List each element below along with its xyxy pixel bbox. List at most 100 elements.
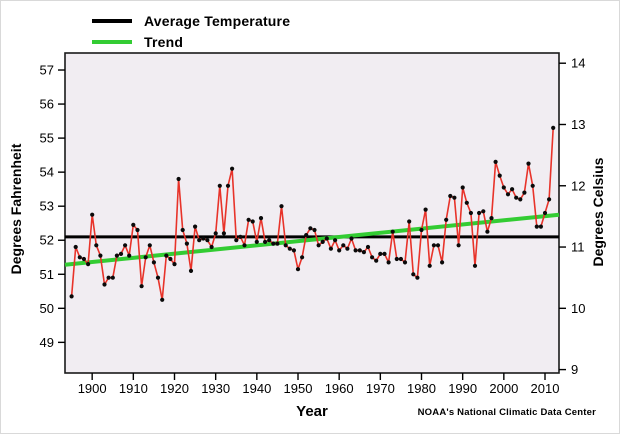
data-point-marker [197,238,202,243]
data-point-marker [402,260,408,265]
data-point-marker [398,256,403,262]
data-point-marker [337,248,342,253]
data-point-marker [341,243,346,248]
data-point-marker [505,192,511,197]
data-point-marker [514,195,519,200]
data-point-marker [147,243,152,248]
year-tick-label: 1990 [448,381,477,396]
data-point-marker [320,239,325,244]
data-point-marker [456,243,461,248]
data-point-marker [382,251,387,256]
data-point-marker [518,197,523,202]
data-point-marker [209,244,214,250]
data-point-marker [205,238,210,243]
data-point-marker [291,248,296,253]
data-point-marker [308,226,313,231]
data-point-marker [283,243,288,248]
x-axis-title-year: Year [296,403,328,420]
data-point-marker [123,243,128,248]
data-point-marker [300,255,305,260]
data-point-marker [143,255,148,260]
data-point-marker [472,263,478,268]
data-point-marker [172,262,177,267]
data-point-marker [114,253,119,258]
data-point-marker [374,258,379,263]
celsius-tick-label: 11 [571,240,585,255]
data-point-marker [345,246,350,251]
data-point-marker [164,253,169,258]
data-point-marker [193,224,198,229]
legend-label-average: Average Temperature [144,12,291,29]
data-point-marker [448,193,453,199]
celsius-tick-label: 10 [571,301,585,316]
data-point-marker [263,239,268,244]
data-point-marker [547,197,552,202]
fahrenheit-tick-label: 53 [40,199,54,214]
legend-label-trend: Trend [144,33,184,50]
data-point-marker [118,251,124,256]
data-point-marker [497,173,502,178]
year-tick-label: 1930 [201,381,230,396]
year-tick-label: 1900 [78,381,107,396]
data-point-marker [81,256,86,262]
data-point-marker [188,268,194,273]
data-point-marker [551,125,556,130]
fahrenheit-tick-label: 55 [40,131,54,146]
data-point-marker [160,297,165,302]
data-point-marker [357,248,362,253]
data-point-marker [201,236,206,241]
fahrenheit-tick-label: 54 [40,165,54,180]
data-point-marker [509,187,515,192]
data-point-marker [411,272,416,277]
attribution-text: NOAA's National Climatic Data Center [417,407,596,418]
year-tick-label: 1920 [160,381,189,396]
data-point-marker [217,183,222,188]
data-point-marker [221,231,226,236]
data-point-marker [419,227,424,233]
plot-background [64,52,560,374]
data-point-marker [238,234,243,239]
data-point-marker [464,200,469,205]
data-point-marker [423,207,428,212]
data-point-marker [69,294,74,299]
data-point-marker [230,166,235,171]
data-point-marker [304,233,309,238]
celsius-tick-label: 14 [571,56,585,71]
data-point-marker [155,275,161,280]
data-point-marker [106,275,111,280]
year-tick-label: 1970 [366,381,395,396]
data-point-marker [90,212,95,217]
data-point-marker [365,244,371,250]
data-point-marker [481,209,486,214]
data-point-marker [73,244,78,250]
data-point-marker [378,251,383,256]
fahrenheit-tick-label: 49 [40,335,54,350]
data-point-marker [452,195,457,200]
data-point-marker [324,236,329,241]
year-tick-label: 2000 [489,381,518,396]
data-point-marker [394,256,399,262]
celsius-tick-label: 9 [571,362,578,377]
data-point-marker [361,250,366,255]
data-point-marker [333,238,338,243]
data-point-marker [287,246,292,251]
data-point-marker [258,216,264,221]
data-point-marker [489,216,494,221]
year-tick-label: 1960 [325,381,354,396]
data-point-marker [534,224,539,229]
data-point-marker [77,255,82,260]
data-point-marker [526,161,531,166]
data-point-marker [538,224,544,229]
data-point-marker [127,253,132,258]
data-point-marker [279,204,284,209]
year-tick-label: 1910 [119,381,148,396]
data-point-marker [86,262,91,267]
fahrenheit-tick-label: 50 [40,301,54,316]
data-point-marker [542,210,548,216]
data-point-marker [225,183,231,188]
data-point-marker [444,217,449,222]
data-point-marker [328,246,333,251]
data-point-marker [353,248,358,253]
